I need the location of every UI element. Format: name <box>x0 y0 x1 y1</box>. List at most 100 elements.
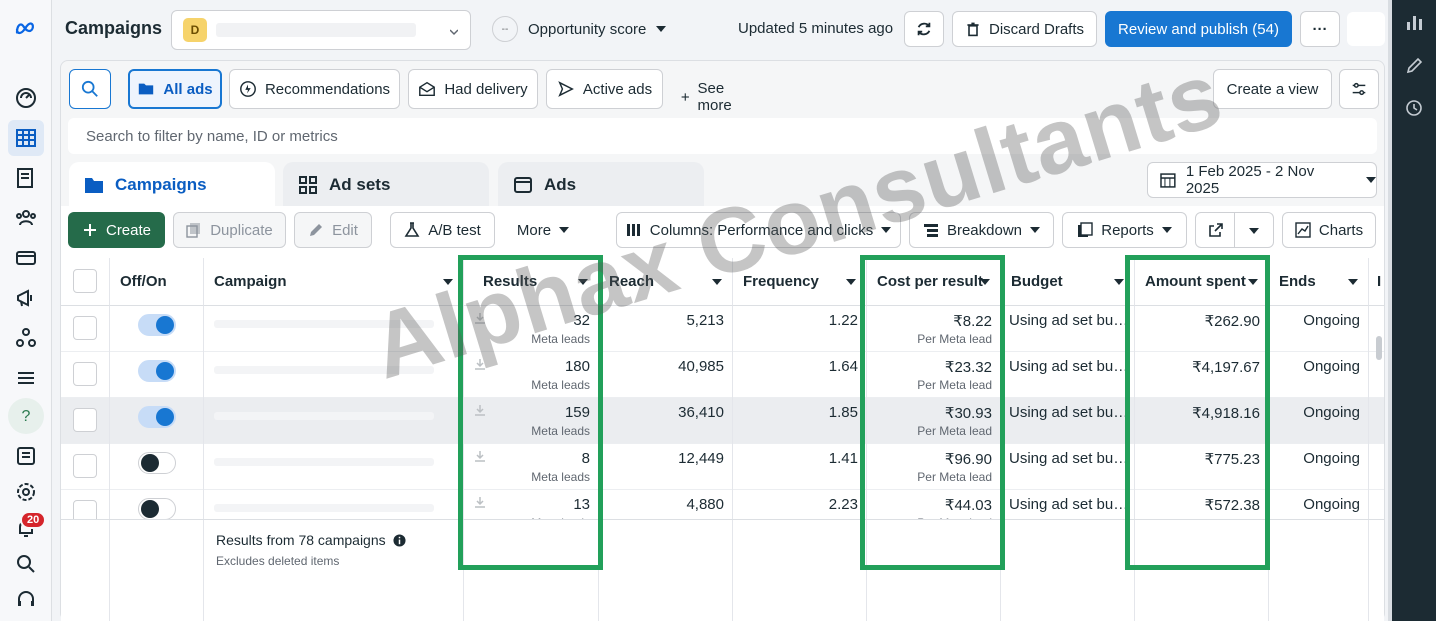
pages-icon[interactable] <box>8 160 44 196</box>
summary-title: Results from 78 campaigns <box>216 532 406 548</box>
avatar[interactable] <box>1347 12 1385 46</box>
edit-button[interactable]: Edit <box>294 212 372 248</box>
discard-drafts-button[interactable]: Discard Drafts <box>952 11 1097 47</box>
column-header-cost-per-result[interactable]: Cost per result <box>867 258 1001 306</box>
campaign-name-cell[interactable] <box>204 398 464 444</box>
charts-button[interactable]: Charts <box>1282 212 1376 248</box>
create-view-button[interactable]: Create a view <box>1213 69 1332 109</box>
select-all-checkbox[interactable] <box>73 269 97 293</box>
billing-card-icon[interactable] <box>8 240 44 276</box>
table-row[interactable]: 180 Meta leads 40,985 1.64 ₹23.32 Per Meta le… <box>61 352 1384 398</box>
campaign-toggle[interactable] <box>138 452 176 474</box>
frequency-cell: 2.23 <box>733 490 867 536</box>
campaign-name-cell[interactable] <box>204 306 464 352</box>
opportunity-score-dropdown[interactable]: -- Opportunity score <box>492 16 667 42</box>
column-header-budget[interactable]: Budget <box>1001 258 1135 306</box>
export-button[interactable] <box>1195 212 1274 248</box>
column-header-campaign[interactable]: Campaign <box>204 258 464 306</box>
table-row[interactable]: 32 Meta leads 5,213 1.22 ₹8.22 Per Meta lead U… <box>61 306 1384 352</box>
search-icon[interactable] <box>8 546 44 582</box>
meta-logo-icon[interactable] <box>8 10 44 46</box>
campaign-name-cell[interactable] <box>204 352 464 398</box>
campaign-name-cell[interactable] <box>204 444 464 490</box>
more-options-button[interactable]: ··· <box>1300 11 1340 47</box>
duplicate-button[interactable]: Duplicate <box>173 212 286 248</box>
ads-manager-table-icon[interactable] <box>8 120 44 156</box>
reach-cell: 4,880 <box>599 490 733 536</box>
reach-cell: 5,213 <box>599 306 733 352</box>
had-delivery-filter[interactable]: Had delivery <box>408 69 538 109</box>
review-and-publish-button[interactable]: Review and publish (54) <box>1105 11 1292 47</box>
frequency-cell: 1.22 <box>733 306 867 352</box>
business-tools-icon[interactable] <box>8 320 44 356</box>
caret-down-icon[interactable] <box>1249 228 1259 234</box>
breakdown-label: Breakdown <box>946 221 1023 239</box>
row-checkbox[interactable] <box>73 362 97 386</box>
campaign-toggle[interactable] <box>138 314 176 336</box>
active-ads-label: Active ads <box>582 80 653 98</box>
tab-ads[interactable]: Ads <box>498 162 704 208</box>
column-header-results[interactable]: Results <box>464 258 599 306</box>
column-header-reach[interactable]: Reach <box>599 258 733 306</box>
frequency-value: 1.85 <box>828 404 858 421</box>
support-headset-icon[interactable] <box>8 582 44 618</box>
table-row[interactable]: 159 Meta leads 36,410 1.85 ₹30.93 Per Meta le… <box>61 398 1384 444</box>
columns-dropdown[interactable]: Columns: Performance and clicks <box>616 212 901 248</box>
split-divider <box>1234 213 1235 247</box>
frequency-cell: 1.41 <box>733 444 867 490</box>
active-ads-filter[interactable]: Active ads <box>546 69 663 109</box>
all-ads-filter[interactable]: All ads <box>128 69 222 109</box>
see-more-button[interactable]: See more <box>681 80 737 114</box>
tab-ad-sets[interactable]: Ad sets <box>283 162 489 208</box>
caret-down-icon <box>1366 177 1376 183</box>
menu-icon[interactable] <box>8 360 44 396</box>
caret-down-icon <box>443 279 453 285</box>
news-icon[interactable] <box>8 438 44 474</box>
row-checkbox[interactable] <box>73 316 97 340</box>
analytics-bars-icon[interactable] <box>1404 12 1424 32</box>
search-toggle-button[interactable] <box>69 69 111 109</box>
search-input[interactable]: Search to filter by name, ID or metrics <box>68 118 1377 154</box>
column-header-frequency[interactable]: Frequency <box>733 258 867 306</box>
campaign-toggle[interactable] <box>138 406 176 428</box>
cost-per-result-value: ₹23.32 <box>944 359 992 376</box>
column-header-off-on[interactable]: Off/On <box>110 258 204 306</box>
campaign-toggle[interactable] <box>138 360 176 382</box>
caret-down-icon <box>881 227 892 233</box>
row-select-cell <box>61 306 110 352</box>
campaign-toggle[interactable] <box>138 498 176 520</box>
table-scrollbar-thumb[interactable] <box>1376 336 1382 360</box>
pencil-edit-icon[interactable] <box>1404 56 1424 76</box>
create-button[interactable]: Create <box>68 212 165 248</box>
row-checkbox[interactable] <box>73 454 97 478</box>
ab-test-button[interactable]: A/B test <box>390 212 495 248</box>
dashboard-icon[interactable] <box>8 80 44 116</box>
date-range-picker[interactable]: 1 Feb 2025 - 2 Nov 2025 <box>1147 162 1377 198</box>
campaign-name-cell[interactable] <box>204 490 464 536</box>
history-clock-icon[interactable] <box>1404 98 1424 118</box>
results-type: Meta leads <box>531 470 590 484</box>
frequency-value: 1.64 <box>828 358 858 375</box>
table-row[interactable]: 8 Meta leads 12,449 1.41 ₹96.90 Per Meta lead… <box>61 444 1384 490</box>
megaphone-icon[interactable] <box>8 280 44 316</box>
recommendations-filter[interactable]: Recommendations <box>229 69 400 109</box>
row-checkbox[interactable] <box>73 408 97 432</box>
more-actions-dropdown[interactable]: More <box>503 212 583 248</box>
caret-down-icon <box>846 279 856 285</box>
info-icon[interactable] <box>392 534 406 547</box>
help-icon[interactable]: ? <box>8 398 44 434</box>
breakdown-dropdown[interactable]: Breakdown <box>909 212 1054 248</box>
column-header-ends[interactable]: Ends <box>1269 258 1369 306</box>
refresh-button[interactable] <box>904 11 944 47</box>
reports-dropdown[interactable]: Reports <box>1062 212 1187 248</box>
page-scrollbar[interactable] <box>1388 0 1392 621</box>
audiences-icon[interactable] <box>8 200 44 236</box>
summary-cell <box>464 520 599 621</box>
account-badge: D <box>183 18 207 42</box>
tab-campaigns[interactable]: Campaigns <box>69 162 275 208</box>
settings-gear-icon[interactable] <box>8 474 44 510</box>
filter-settings-button[interactable] <box>1339 69 1379 109</box>
ad-account-selector[interactable]: D <box>171 10 471 50</box>
column-header-amount-spent[interactable]: Amount spent <box>1135 258 1269 306</box>
download-icon <box>475 359 485 370</box>
